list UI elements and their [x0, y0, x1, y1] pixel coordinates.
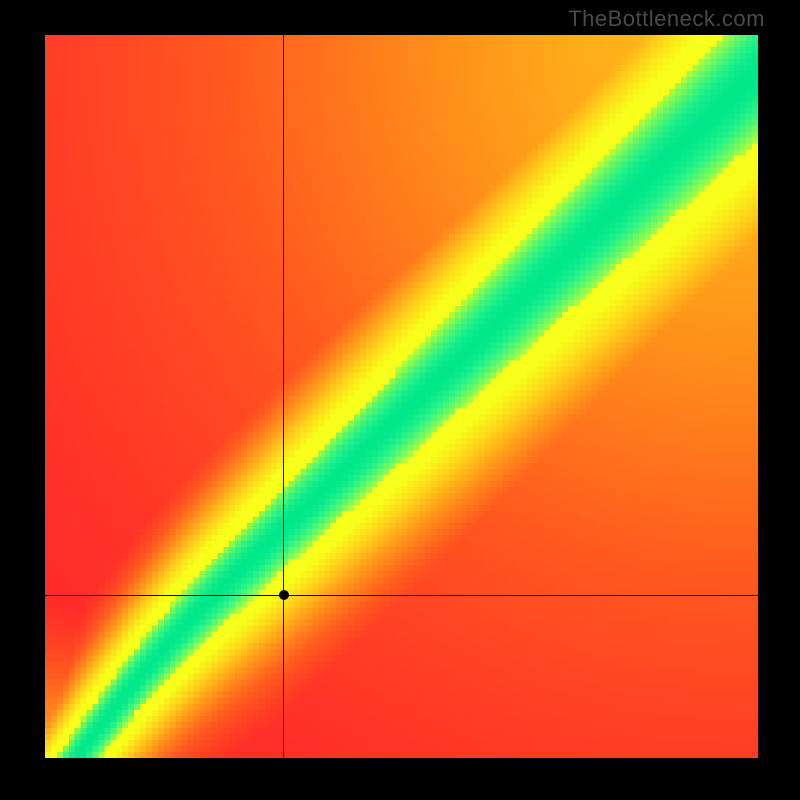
selection-marker — [279, 590, 289, 600]
bottleneck-heatmap — [45, 35, 758, 758]
crosshair-horizontal — [45, 595, 758, 596]
watermark-text: TheBottleneck.com — [568, 6, 765, 32]
crosshair-vertical — [283, 35, 284, 758]
